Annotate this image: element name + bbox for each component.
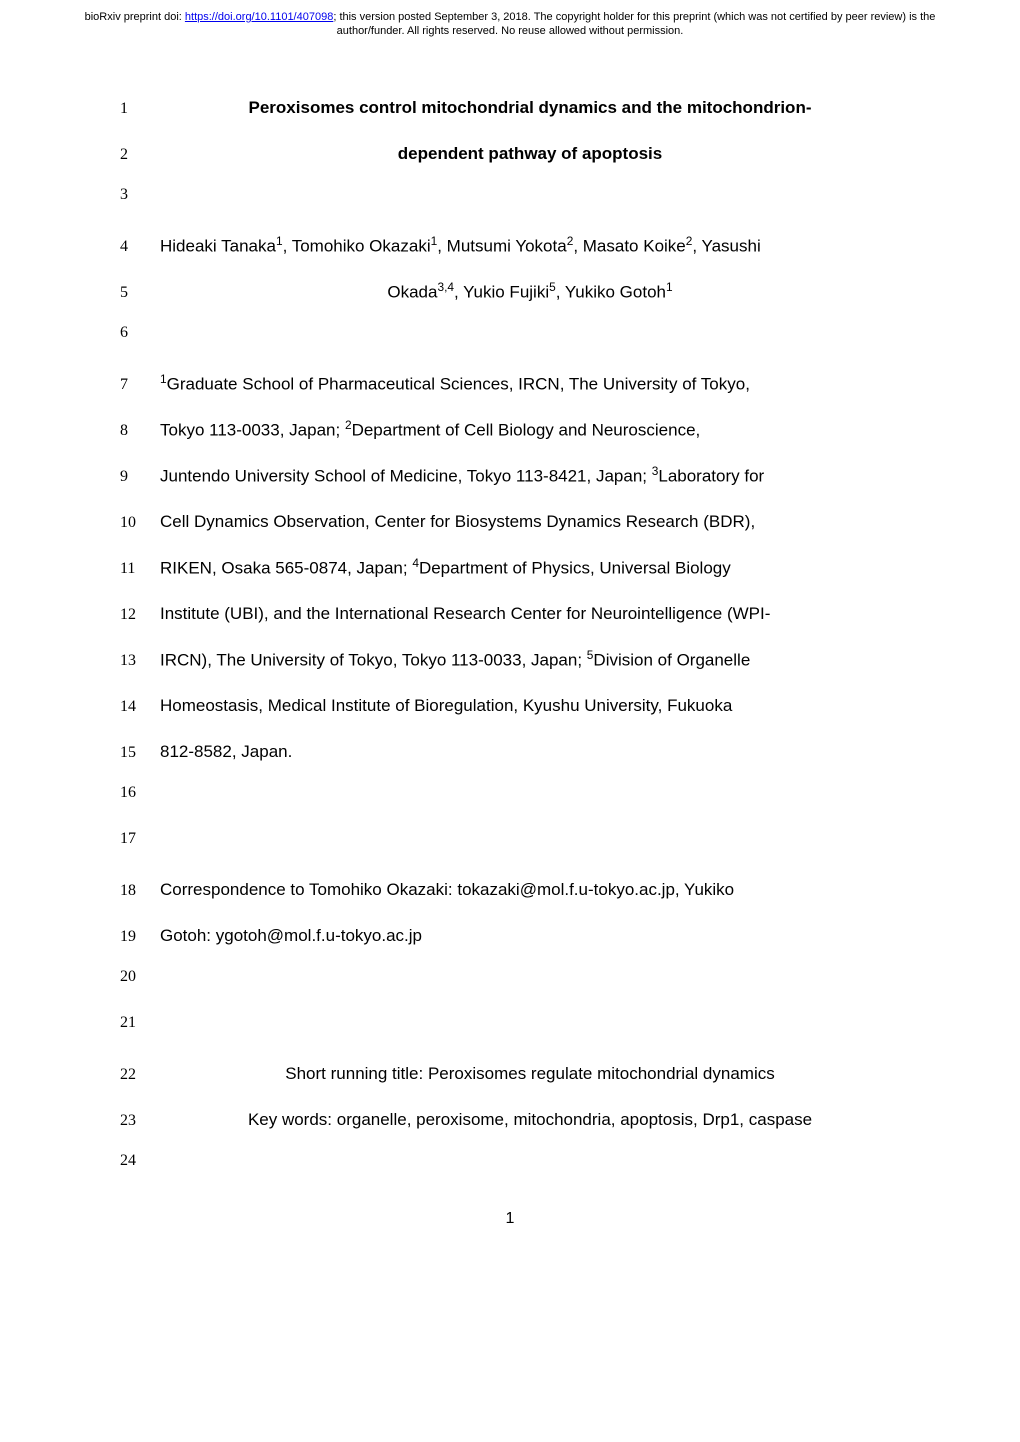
line-row: 8Tokyo 113-0033, Japan; 2Department of C…: [120, 416, 900, 444]
line-row: 20: [120, 968, 900, 996]
line-text: Gotoh: ygotoh@mol.f.u-tokyo.ac.jp: [160, 922, 900, 949]
line-row: 14Homeostasis, Medical Institute of Bior…: [120, 692, 900, 720]
line-number: 11: [120, 560, 160, 578]
line-number: 24: [120, 1152, 160, 1170]
line-text: 1Graduate School of Pharmaceutical Scien…: [160, 370, 900, 398]
line-number: 13: [120, 652, 160, 670]
line-row: 15812-8582, Japan.: [120, 738, 900, 766]
line-number: 9: [120, 468, 160, 486]
line-row: 22Short running title: Peroxisomes regul…: [120, 1060, 900, 1088]
line-text: Short running title: Peroxisomes regulat…: [160, 1060, 900, 1087]
line-row: 23Key words: organelle, peroxisome, mito…: [120, 1106, 900, 1134]
line-number: 2: [120, 146, 160, 164]
banner-prefix: bioRxiv preprint doi:: [85, 11, 185, 23]
line-row: 1Peroxisomes control mitochondrial dynam…: [120, 94, 900, 122]
line-text: Peroxisomes control mitochondrial dynami…: [160, 94, 900, 121]
line-number: 17: [120, 830, 160, 848]
line-row: 19Gotoh: ygotoh@mol.f.u-tokyo.ac.jp: [120, 922, 900, 950]
line-number: 22: [120, 1066, 160, 1084]
line-text: Key words: organelle, peroxisome, mitoch…: [160, 1106, 900, 1133]
line-row: 3: [120, 186, 900, 214]
doi-link[interactable]: https://doi.org/10.1101/407098: [185, 11, 333, 23]
preprint-banner: bioRxiv preprint doi: https://doi.org/10…: [0, 0, 1020, 44]
line-number: 8: [120, 422, 160, 440]
line-number: 6: [120, 324, 160, 342]
line-number: 23: [120, 1112, 160, 1130]
line-row: 4Hideaki Tanaka1, Tomohiko Okazaki1, Mut…: [120, 232, 900, 260]
line-row: 13IRCN), The University of Tokyo, Tokyo …: [120, 646, 900, 674]
line-number: 1: [120, 100, 160, 118]
line-row: 6: [120, 324, 900, 352]
line-text: RIKEN, Osaka 565-0874, Japan; 4Departmen…: [160, 554, 900, 582]
line-text: Okada3,4, Yukio Fujiki5, Yukiko Gotoh1: [160, 278, 900, 306]
line-text: Tokyo 113-0033, Japan; 2Department of Ce…: [160, 416, 900, 444]
banner-suffix: ; this version posted September 3, 2018.…: [333, 11, 935, 37]
line-text: Juntendo University School of Medicine, …: [160, 462, 900, 490]
line-number: 3: [120, 186, 160, 204]
line-row: 17: [120, 830, 900, 858]
line-text: Cell Dynamics Observation, Center for Bi…: [160, 508, 900, 535]
line-text: dependent pathway of apoptosis: [160, 140, 900, 167]
line-row: 24: [120, 1152, 900, 1180]
page-number: 1: [120, 1210, 900, 1228]
line-text: IRCN), The University of Tokyo, Tokyo 11…: [160, 646, 900, 674]
line-row: 10Cell Dynamics Observation, Center for …: [120, 508, 900, 536]
line-number: 21: [120, 1014, 160, 1032]
line-text: Hideaki Tanaka1, Tomohiko Okazaki1, Muts…: [160, 232, 900, 260]
line-text: Institute (UBI), and the International R…: [160, 600, 900, 627]
line-text: Homeostasis, Medical Institute of Bioreg…: [160, 692, 900, 719]
line-row: 12Institute (UBI), and the International…: [120, 600, 900, 628]
line-number: 15: [120, 744, 160, 762]
line-number: 5: [120, 284, 160, 302]
line-text: Correspondence to Tomohiko Okazaki: toka…: [160, 876, 900, 903]
line-number: 12: [120, 606, 160, 624]
line-row: 2dependent pathway of apoptosis: [120, 140, 900, 168]
line-row: 21: [120, 1014, 900, 1042]
line-number: 7: [120, 376, 160, 394]
line-text: 812-8582, Japan.: [160, 738, 900, 765]
line-row: 5Okada3,4, Yukio Fujiki5, Yukiko Gotoh1: [120, 278, 900, 306]
line-number: 14: [120, 698, 160, 716]
line-number: 18: [120, 882, 160, 900]
content-area: 1Peroxisomes control mitochondrial dynam…: [0, 44, 1020, 1258]
line-number: 19: [120, 928, 160, 946]
line-number: 16: [120, 784, 160, 802]
line-row: 11RIKEN, Osaka 565-0874, Japan; 4Departm…: [120, 554, 900, 582]
line-row: 71Graduate School of Pharmaceutical Scie…: [120, 370, 900, 398]
line-number: 20: [120, 968, 160, 986]
line-number: 4: [120, 238, 160, 256]
line-number: 10: [120, 514, 160, 532]
line-row: 9Juntendo University School of Medicine,…: [120, 462, 900, 490]
line-row: 16: [120, 784, 900, 812]
line-row: 18Correspondence to Tomohiko Okazaki: to…: [120, 876, 900, 904]
